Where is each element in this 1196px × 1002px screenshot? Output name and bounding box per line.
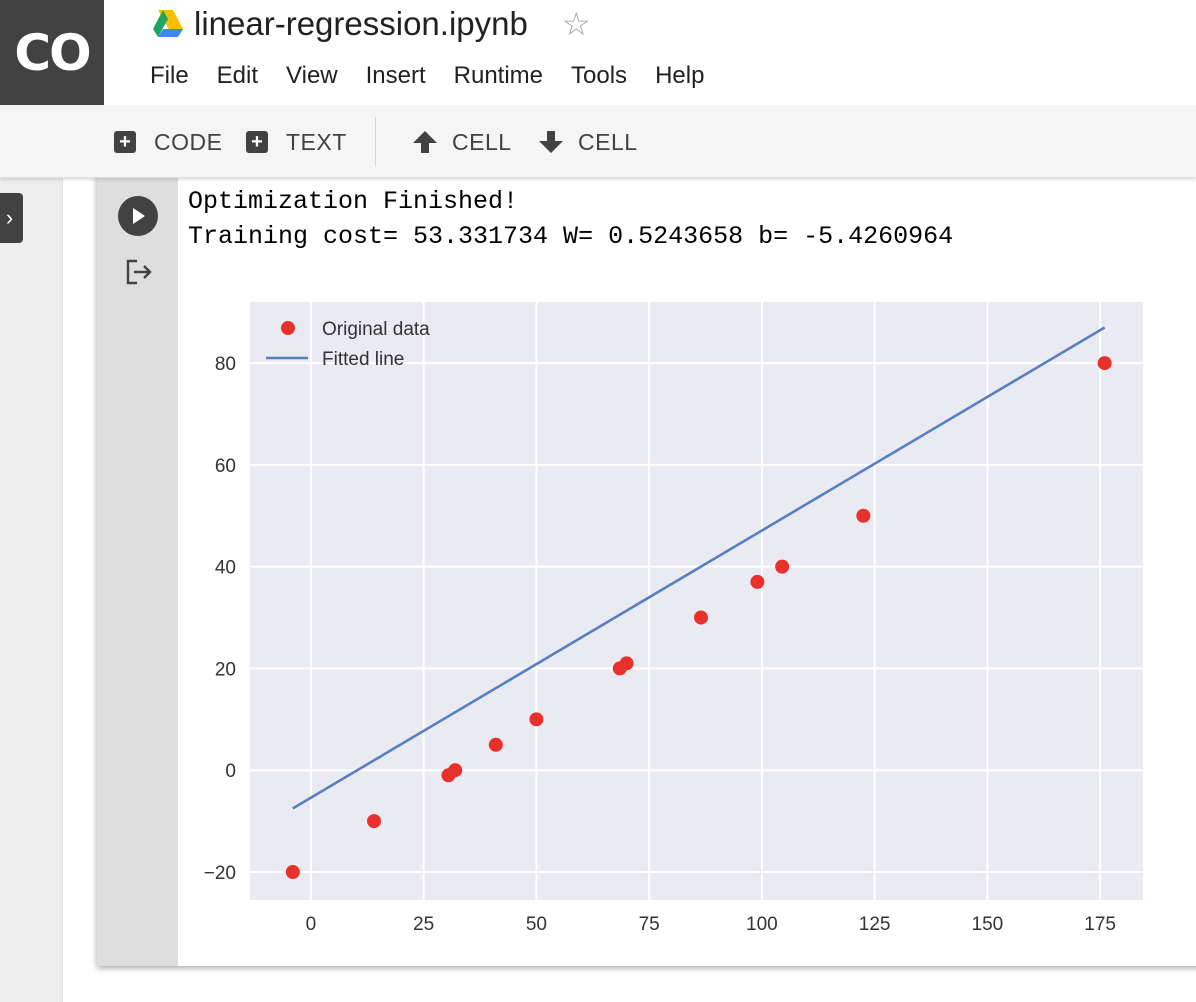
google-drive-icon (153, 10, 183, 38)
legend-label: Original data (322, 319, 430, 340)
colab-logo[interactable]: CO (0, 0, 104, 105)
menu-runtime[interactable]: Runtime (453, 62, 544, 89)
add-code-label: CODE (154, 128, 223, 155)
x-tick-label: 100 (746, 914, 778, 935)
output-menu-button[interactable] (125, 258, 155, 291)
y-tick-label: 80 (215, 354, 236, 375)
cell-gutter (97, 150, 178, 966)
toolbar: + CODE + TEXT CELL CELL (0, 105, 1196, 178)
data-point (367, 814, 382, 829)
cell-output: Optimization Finished! Training cost= 53.… (188, 184, 953, 254)
run-cell-button[interactable] (118, 196, 158, 236)
move-cell-down-button[interactable]: CELL (538, 125, 638, 159)
x-tick-label: 75 (639, 914, 660, 935)
data-point (448, 763, 463, 778)
cell-up-label: CELL (452, 128, 512, 155)
menu-edit[interactable]: Edit (216, 62, 259, 89)
data-point (619, 656, 634, 671)
arrow-down-icon (538, 130, 564, 154)
chevron-right-icon: › (5, 205, 14, 230)
logo-text: CO (14, 23, 91, 82)
x-tick-label: 150 (972, 914, 1004, 935)
y-tick-label: 20 (215, 659, 236, 680)
data-point (775, 559, 790, 574)
legend-label: Fitted line (322, 349, 404, 370)
menu-help[interactable]: Help (655, 62, 705, 89)
fitted-line (292, 326, 1106, 810)
x-tick-label: 175 (1084, 914, 1116, 935)
add-text-label: TEXT (286, 128, 347, 155)
plus-icon: + (114, 131, 136, 153)
data-point (856, 508, 871, 523)
plus-icon: + (246, 131, 268, 153)
data-point (529, 712, 544, 727)
output-line: Training cost= 53.331734 W= 0.5243658 b=… (188, 222, 954, 251)
data-point (694, 610, 709, 625)
cell-down-label: CELL (578, 128, 638, 155)
notebook-title[interactable]: linear-regression.ipynb (194, 5, 528, 42)
legend-marker (281, 321, 295, 335)
menu-insert[interactable]: Insert (365, 62, 426, 89)
add-code-button[interactable]: + CODE (114, 125, 222, 159)
x-tick-label: 0 (306, 914, 317, 935)
title-row: linear-regression.ipynb ☆ (152, 2, 591, 46)
menu-bar: File Edit View Insert Runtime Tools Help (150, 62, 732, 90)
menu-tools[interactable]: Tools (571, 62, 628, 89)
y-tick-label: 60 (215, 456, 236, 477)
y-tick-label: 40 (215, 558, 236, 579)
star-icon[interactable]: ☆ (561, 6, 591, 42)
play-icon (133, 208, 145, 224)
add-text-button[interactable]: + TEXT (246, 125, 347, 159)
regression-chart: 0 25 50 75 100 125 150 175 −20 0 20 40 60 80 Original … (204, 302, 1143, 935)
data-point (285, 865, 300, 880)
menu-file[interactable]: File (150, 62, 189, 89)
arrow-up-icon (412, 130, 438, 154)
sidebar-toggle-button[interactable]: › (0, 193, 23, 243)
data-point (488, 737, 503, 752)
move-cell-up-button[interactable]: CELL (412, 125, 512, 159)
toolbar-divider (375, 117, 376, 167)
plot-area (250, 302, 1143, 900)
x-tick-label: 25 (413, 914, 434, 935)
x-tick-label: 125 (859, 914, 891, 935)
menu-view[interactable]: View (286, 62, 338, 89)
data-point (1097, 356, 1112, 371)
y-tick-label: 0 (225, 761, 236, 782)
x-tick-label: 50 (526, 914, 547, 935)
y-tick-label: −20 (204, 863, 236, 884)
output-exit-icon (126, 259, 152, 285)
data-point (750, 574, 765, 589)
left-sidebar (0, 177, 63, 1002)
output-line: Optimization Finished! (188, 187, 519, 216)
